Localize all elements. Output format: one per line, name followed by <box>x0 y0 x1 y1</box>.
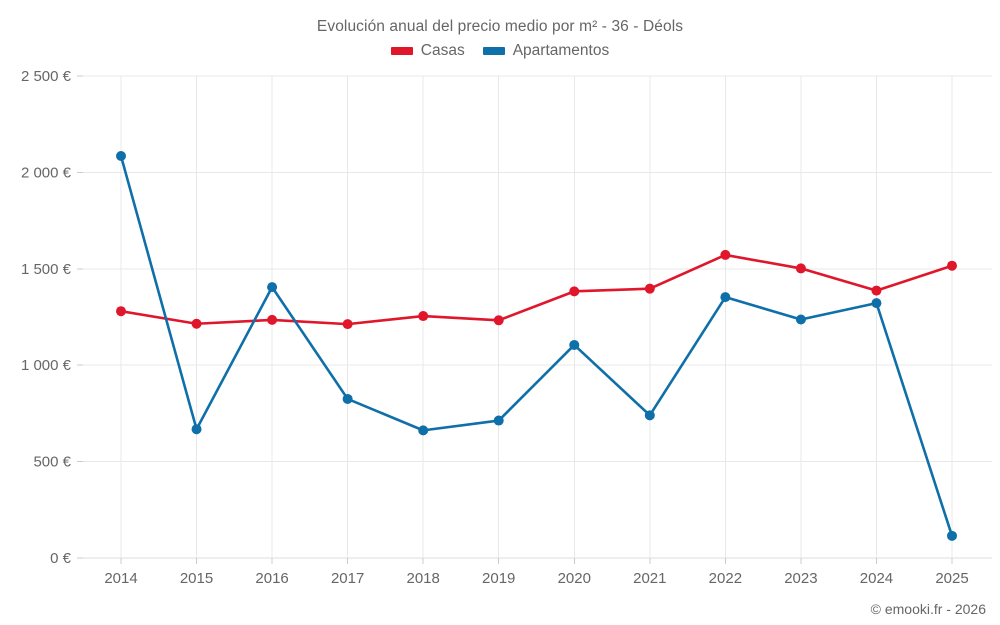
legend-item-apartamentos[interactable]: Apartamentos <box>482 42 610 59</box>
legend-label-apartamentos: Apartamentos <box>512 42 610 59</box>
y-tick-label: 2 000 € <box>21 164 72 181</box>
data-point-casas-2018[interactable] <box>418 311 429 322</box>
chart-legend: Casas Apartamentos <box>0 43 1000 59</box>
x-tick-label: 2015 <box>180 570 213 587</box>
data-point-casas-2023[interactable] <box>795 263 806 274</box>
x-tick-label: 2023 <box>784 570 817 587</box>
x-tick-label: 2019 <box>482 570 515 587</box>
y-tick-label: 1 000 € <box>21 357 72 374</box>
x-tick-label: 2020 <box>558 570 591 587</box>
data-point-apartamentos-2021[interactable] <box>644 410 655 421</box>
data-point-casas-2020[interactable] <box>569 286 580 297</box>
y-tick-label: 0 € <box>50 550 72 567</box>
copyright-credit: © emooki.fr - 2026 <box>870 601 986 617</box>
data-point-casas-2019[interactable] <box>493 315 504 326</box>
data-point-apartamentos-2015[interactable] <box>191 424 202 435</box>
series-line-apartamentos <box>119 154 954 538</box>
y-tick-label: 500 € <box>33 454 71 471</box>
x-tick-label: 2021 <box>633 570 666 587</box>
data-point-casas-2016[interactable] <box>267 314 278 325</box>
data-point-casas-2022[interactable] <box>720 249 731 260</box>
data-point-casas-2021[interactable] <box>644 283 655 294</box>
legend-swatch-casas <box>390 46 413 55</box>
data-point-casas-2014[interactable] <box>116 306 126 317</box>
data-point-casas-2025[interactable] <box>947 260 957 271</box>
legend-label-casas: Casas <box>420 42 465 59</box>
x-tick-label: 2024 <box>860 570 893 587</box>
data-point-apartamentos-2014[interactable] <box>116 151 126 162</box>
y-tick-label: 2 500 € <box>21 68 72 85</box>
x-tick-label: 2018 <box>406 570 439 587</box>
chart-title: Evolución anual del precio medio por m² … <box>316 18 684 35</box>
legend-swatch-apartamentos <box>482 46 505 55</box>
data-point-apartamentos-2024[interactable] <box>871 298 882 309</box>
x-tick-label: 2025 <box>935 570 968 587</box>
data-point-apartamentos-2018[interactable] <box>418 425 429 436</box>
data-point-apartamentos-2017[interactable] <box>342 393 353 404</box>
data-point-apartamentos-2025[interactable] <box>947 530 957 541</box>
x-tick-label: 2017 <box>331 570 364 587</box>
data-point-apartamentos-2022[interactable] <box>720 292 731 303</box>
data-point-casas-2017[interactable] <box>342 319 353 330</box>
legend-item-casas[interactable]: Casas <box>390 42 465 59</box>
data-point-apartamentos-2016[interactable] <box>267 282 278 293</box>
x-tick-label: 2016 <box>255 570 288 587</box>
data-point-apartamentos-2023[interactable] <box>795 314 806 325</box>
x-tick-label: 2022 <box>709 570 742 587</box>
data-point-apartamentos-2019[interactable] <box>493 415 504 426</box>
data-point-apartamentos-2020[interactable] <box>569 339 580 350</box>
series-line-casas <box>119 253 954 326</box>
x-tick-label: 2014 <box>104 570 137 587</box>
data-point-casas-2024[interactable] <box>871 285 882 296</box>
y-tick-label: 1 500 € <box>21 261 72 278</box>
data-point-casas-2015[interactable] <box>191 318 202 329</box>
